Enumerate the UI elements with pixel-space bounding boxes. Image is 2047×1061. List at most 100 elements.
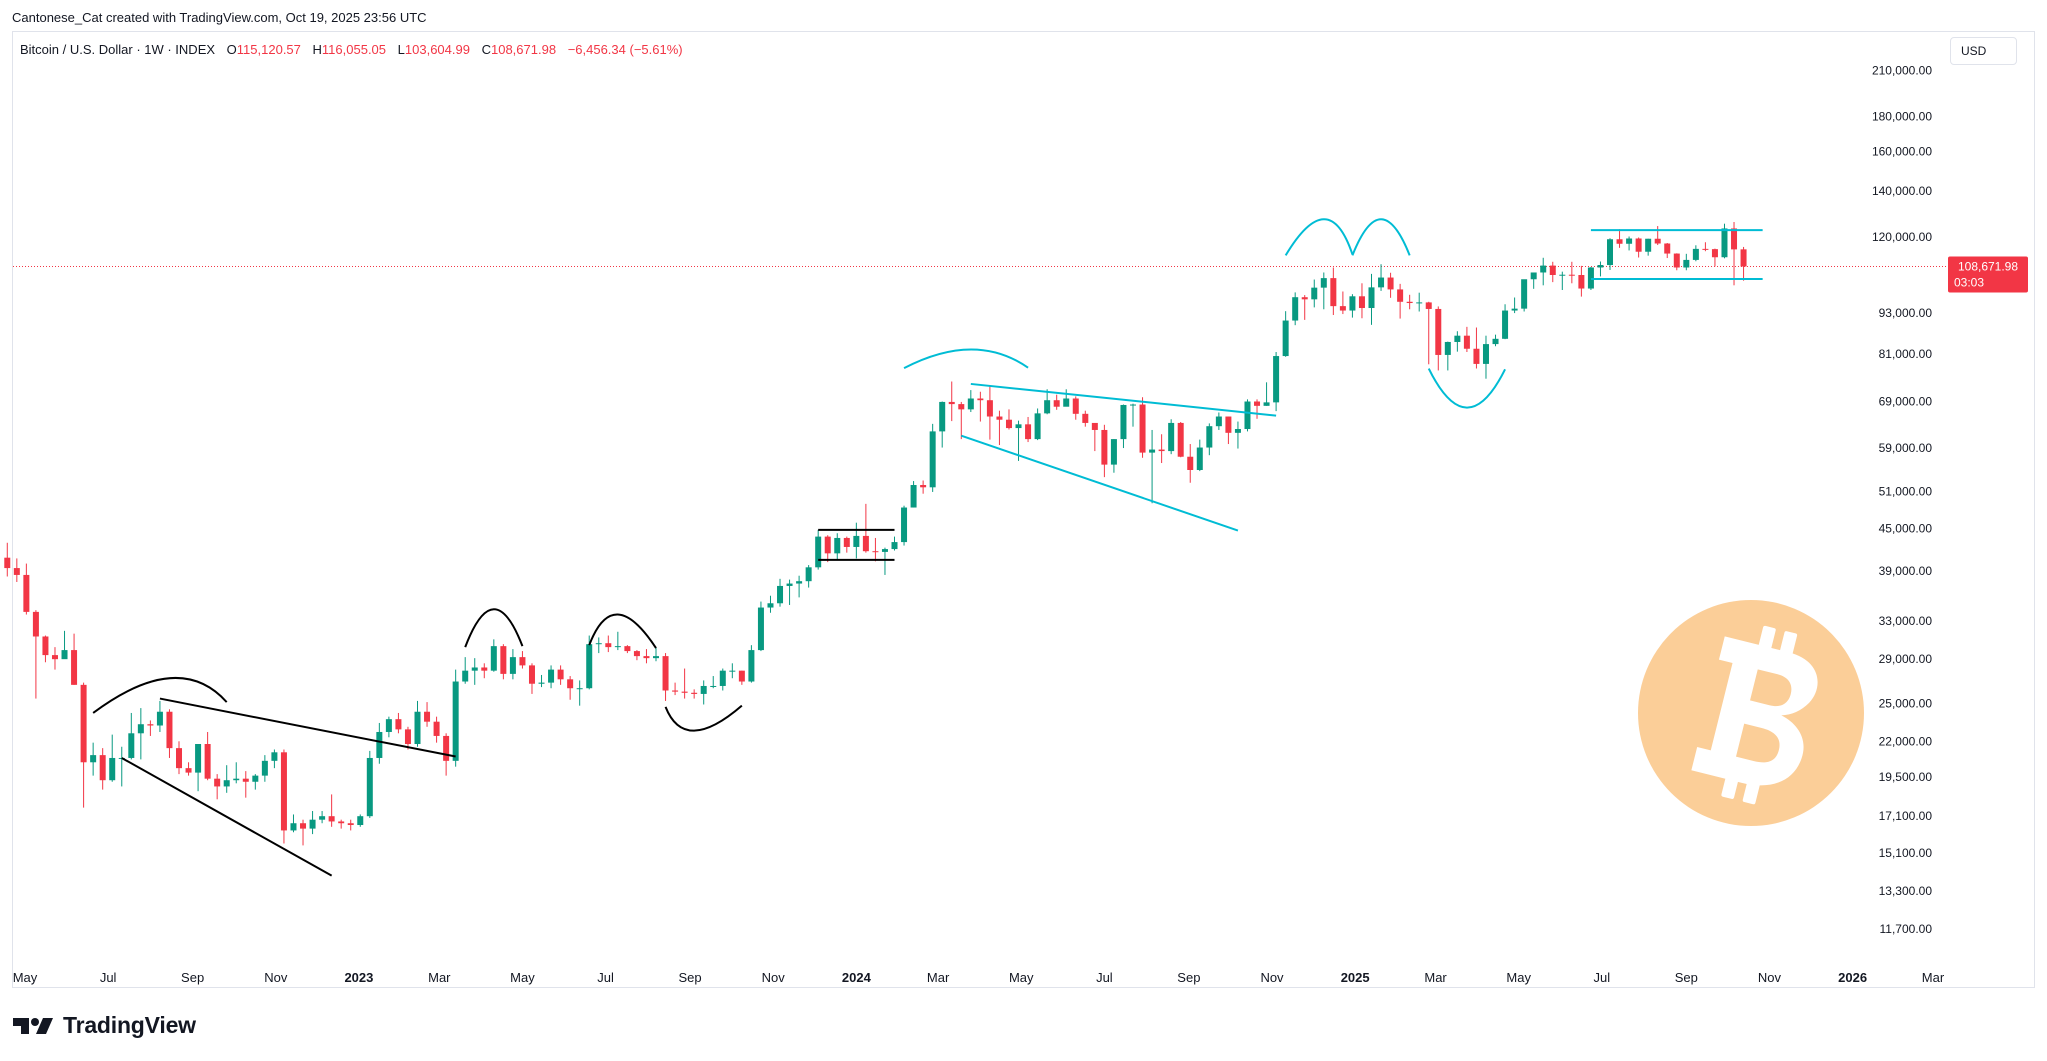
black-arc xyxy=(464,608,524,648)
candle-body xyxy=(834,537,841,554)
candle-body xyxy=(1664,243,1671,254)
candle xyxy=(1635,237,1642,258)
x-tick-label: Mar xyxy=(428,970,451,985)
candle xyxy=(366,750,373,818)
candle xyxy=(424,702,431,727)
candle xyxy=(280,749,287,844)
candle xyxy=(1282,311,1289,357)
candle xyxy=(614,631,621,651)
candle xyxy=(528,663,535,694)
candle xyxy=(1425,301,1432,365)
candle xyxy=(1215,412,1222,430)
close-label: C xyxy=(481,42,491,57)
candle-body xyxy=(252,775,259,782)
candle xyxy=(1406,294,1413,310)
candle xyxy=(1444,341,1451,371)
candle xyxy=(862,503,869,553)
candle xyxy=(967,390,974,413)
candle xyxy=(595,637,602,654)
candle xyxy=(872,537,879,562)
candle xyxy=(1711,248,1718,267)
candle-body xyxy=(366,757,373,817)
candle-body xyxy=(662,656,669,691)
candle-body xyxy=(738,670,745,682)
candle-body xyxy=(1692,248,1699,260)
candle-body xyxy=(996,416,1003,420)
candle-body xyxy=(700,685,707,694)
candle-body xyxy=(99,755,106,781)
candle-body xyxy=(576,688,583,690)
candle xyxy=(176,741,183,775)
y-tick-label: 51,000.00 xyxy=(1879,484,1933,498)
candle xyxy=(643,649,650,664)
candle-body xyxy=(1330,278,1337,307)
change-value: −6,456.34 (−5.61%) xyxy=(567,42,683,57)
candle-body xyxy=(242,778,249,782)
candle xyxy=(1482,335,1489,379)
x-tick-label: May xyxy=(1009,970,1034,985)
candle-body xyxy=(80,684,87,763)
candle xyxy=(1005,409,1012,430)
candle xyxy=(1616,229,1623,248)
candle xyxy=(700,680,707,705)
candle-body xyxy=(1540,265,1547,273)
candle-body xyxy=(147,724,154,726)
candle-body xyxy=(1511,308,1518,311)
low-label: L xyxy=(397,42,405,57)
black-trendline xyxy=(159,697,456,758)
candle-body xyxy=(1187,456,1194,470)
candle xyxy=(1025,416,1032,443)
close-value: 108,671.98 xyxy=(490,42,557,57)
black-arc xyxy=(664,704,743,732)
candle-body xyxy=(1149,449,1156,453)
candle xyxy=(853,522,860,559)
candle xyxy=(1702,242,1709,252)
candle-body xyxy=(672,690,679,692)
candle xyxy=(757,601,764,652)
candle xyxy=(1053,394,1060,410)
symbol-legend: Bitcoin / U.S. Dollar · 1W · INDEX O115,… xyxy=(20,42,683,57)
candle-body xyxy=(757,607,764,651)
candle-body xyxy=(414,711,421,745)
candle-body xyxy=(729,670,736,672)
candle-body xyxy=(42,636,49,656)
x-tick-label: May xyxy=(510,970,535,985)
candle xyxy=(1330,267,1337,316)
candle xyxy=(338,819,345,829)
candle-body xyxy=(13,568,20,575)
black-arc xyxy=(92,676,228,714)
candle-body xyxy=(1435,308,1442,355)
candle-body xyxy=(614,646,621,648)
candle xyxy=(1091,422,1098,452)
candle-body xyxy=(90,755,97,763)
candle xyxy=(1273,352,1280,412)
candle xyxy=(80,682,87,808)
currency-button[interactable]: USD xyxy=(1950,37,2017,65)
candle xyxy=(1244,399,1251,432)
candle xyxy=(567,676,574,700)
candle-body xyxy=(853,535,860,547)
candle xyxy=(433,716,440,743)
candle-body xyxy=(1015,424,1022,429)
x-tick-label: Mar xyxy=(1922,970,1945,985)
candle xyxy=(1731,222,1738,286)
candle xyxy=(1177,422,1184,458)
y-tick-label: 160,000.00 xyxy=(1872,144,1932,158)
candle-body xyxy=(1711,249,1718,258)
candle xyxy=(1187,444,1194,483)
y-tick-label: 19,500.00 xyxy=(1879,770,1933,784)
candle-body xyxy=(1673,253,1680,268)
candle-body xyxy=(1120,404,1127,440)
candle xyxy=(347,819,354,831)
candle xyxy=(1339,291,1346,315)
candle-body xyxy=(881,549,888,552)
candle-body xyxy=(872,551,879,553)
candle xyxy=(1626,236,1633,251)
candle xyxy=(214,774,221,800)
candle-body xyxy=(1158,449,1165,452)
candle-body xyxy=(1215,416,1222,427)
candle xyxy=(71,633,78,685)
candle xyxy=(290,814,297,833)
candle xyxy=(481,663,488,679)
